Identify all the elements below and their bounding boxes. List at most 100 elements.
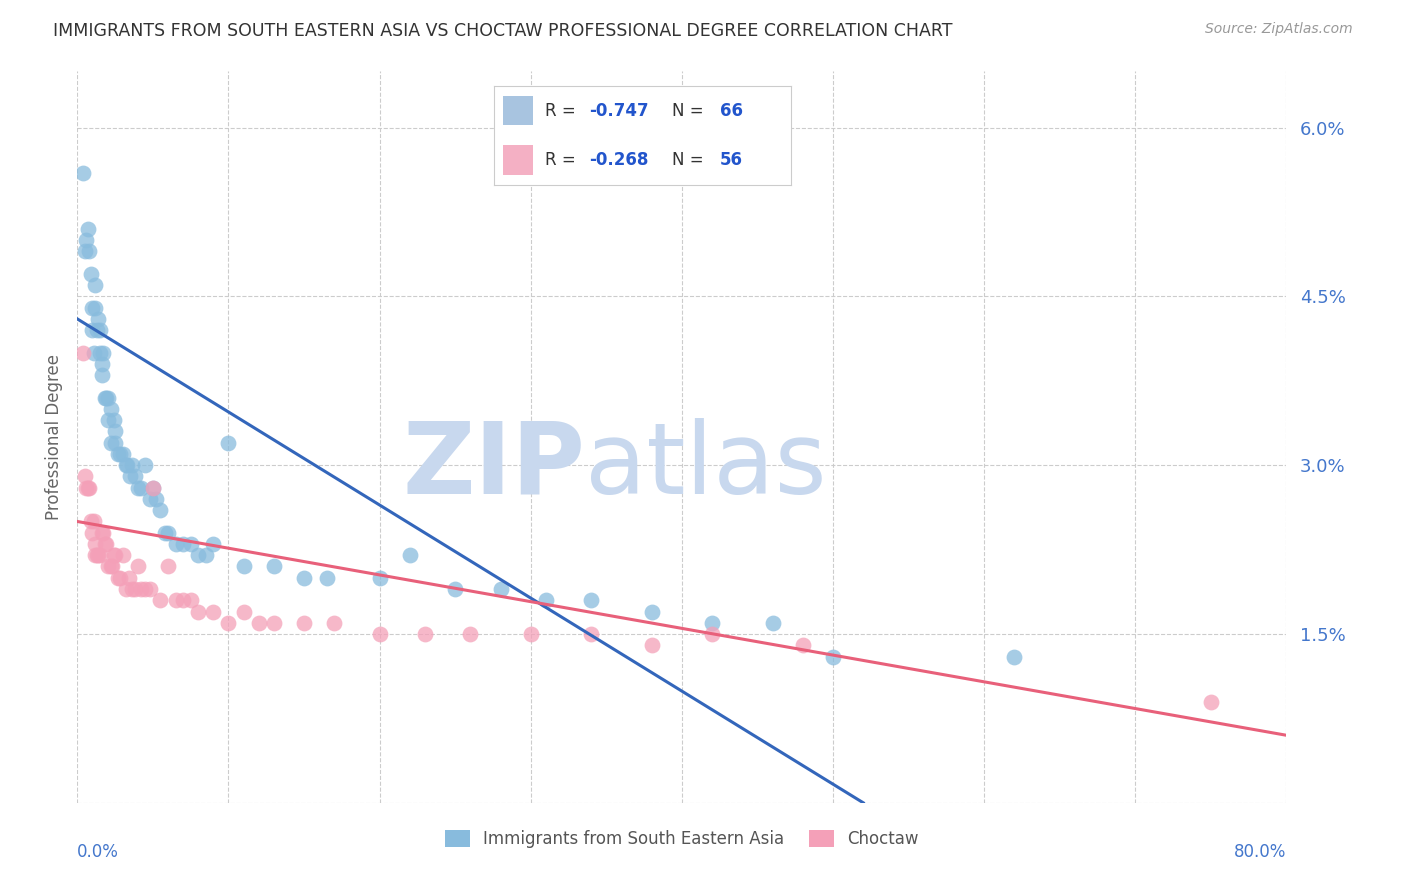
Point	[399, 548, 422, 562]
Point	[368, 571, 391, 585]
Point	[114, 458, 136, 473]
Point	[82, 525, 104, 540]
Point	[323, 615, 346, 630]
Point	[153, 525, 176, 540]
Point	[762, 615, 785, 630]
Point	[139, 491, 162, 506]
Point	[93, 391, 115, 405]
Point	[89, 323, 111, 337]
Point	[142, 481, 165, 495]
Point	[114, 582, 136, 596]
Point	[107, 571, 129, 585]
Point	[315, 571, 337, 585]
Point	[149, 593, 172, 607]
Point	[489, 582, 512, 596]
Point	[368, 627, 391, 641]
Point	[172, 537, 194, 551]
Point	[89, 345, 111, 359]
Point	[108, 571, 131, 585]
Point	[121, 458, 143, 473]
Point	[292, 571, 315, 585]
Point	[458, 627, 481, 641]
Point	[702, 615, 724, 630]
Point	[187, 548, 209, 562]
Point	[107, 447, 129, 461]
Point	[100, 559, 122, 574]
Point	[120, 469, 142, 483]
Point	[194, 548, 217, 562]
Point	[134, 458, 156, 473]
Point	[232, 605, 254, 619]
Point	[108, 447, 131, 461]
Point	[96, 559, 118, 574]
Point	[91, 525, 114, 540]
Point	[86, 548, 108, 562]
Point	[202, 537, 225, 551]
Point	[90, 525, 112, 540]
Point	[90, 357, 112, 371]
Point	[641, 605, 664, 619]
Point	[104, 425, 127, 439]
Point	[100, 435, 122, 450]
Point	[84, 278, 107, 293]
Y-axis label: Professional Degree: Professional Degree	[45, 354, 63, 520]
Point	[202, 605, 225, 619]
Point	[90, 368, 112, 383]
Point	[129, 481, 152, 495]
Point	[641, 638, 664, 652]
Point	[77, 222, 100, 236]
Point	[84, 548, 107, 562]
Point	[134, 582, 156, 596]
Point	[73, 469, 96, 483]
Point	[87, 312, 110, 326]
Point	[247, 615, 270, 630]
Text: ZIP: ZIP	[402, 417, 585, 515]
Point	[75, 481, 97, 495]
Text: 80.0%: 80.0%	[1234, 843, 1286, 861]
Point	[94, 537, 117, 551]
Point	[86, 323, 108, 337]
Point	[118, 571, 141, 585]
Point	[80, 267, 103, 281]
Point	[87, 548, 110, 562]
Point	[100, 401, 122, 416]
Point	[165, 593, 187, 607]
Point	[142, 481, 165, 495]
Point	[218, 435, 240, 450]
Point	[83, 345, 105, 359]
Point	[73, 244, 96, 259]
Point	[94, 391, 117, 405]
Point	[103, 413, 125, 427]
Point	[104, 435, 127, 450]
Point	[96, 391, 118, 405]
Point	[84, 301, 107, 315]
Point	[80, 515, 103, 529]
Point	[1199, 694, 1222, 708]
Point	[129, 582, 152, 596]
Point	[821, 649, 844, 664]
Point	[413, 627, 436, 641]
Text: Source: ZipAtlas.com: Source: ZipAtlas.com	[1205, 22, 1353, 37]
Point	[581, 627, 603, 641]
Point	[115, 458, 138, 473]
Point	[187, 605, 209, 619]
Point	[172, 593, 194, 607]
Point	[77, 481, 100, 495]
Point	[157, 559, 180, 574]
Point	[83, 515, 105, 529]
Point	[702, 627, 724, 641]
Point	[72, 166, 94, 180]
Text: atlas: atlas	[585, 417, 827, 515]
Point	[581, 593, 603, 607]
Point	[145, 491, 167, 506]
Point	[103, 548, 125, 562]
Point	[1004, 649, 1026, 664]
Point	[84, 537, 107, 551]
Point	[263, 615, 285, 630]
Point	[180, 593, 202, 607]
Legend: Immigrants from South Eastern Asia, Choctaw: Immigrants from South Eastern Asia, Choc…	[436, 822, 928, 856]
Point	[218, 615, 240, 630]
Point	[79, 244, 101, 259]
Point	[111, 447, 134, 461]
Point	[124, 582, 146, 596]
